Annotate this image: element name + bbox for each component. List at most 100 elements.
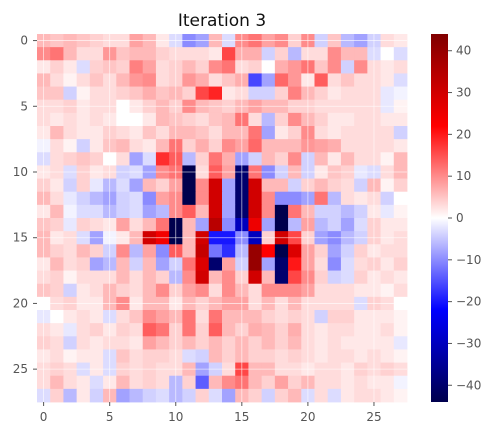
heatmap-cell: [195, 152, 210, 166]
heatmap-cell: [314, 60, 329, 74]
heatmap-cell: [50, 126, 64, 140]
heatmap-cell: [129, 388, 144, 403]
heatmap-cell: [50, 112, 64, 127]
heatmap-cell: [142, 244, 157, 258]
heatmap-cell: [314, 47, 329, 61]
heatmap-cell: [393, 349, 408, 363]
heatmap-cell: [89, 204, 104, 219]
heatmap-cell: [248, 244, 263, 258]
heatmap-cell: [393, 126, 408, 140]
colorbar-tick-label: 30: [456, 86, 471, 100]
heatmap-cell: [76, 257, 91, 271]
heatmap-cell: [195, 218, 210, 232]
heatmap-cell: [63, 60, 78, 74]
heatmap-cell: [182, 244, 196, 258]
heatmap-cell: [340, 336, 355, 350]
heatmap-cell: [327, 257, 342, 271]
heatmap-cell: [76, 310, 91, 324]
heatmap-cell: [354, 244, 368, 258]
heatmap-cell: [327, 152, 342, 166]
heatmap-cell: [288, 388, 302, 403]
heatmap-cell: [155, 112, 170, 127]
heatmap-cell: [222, 152, 236, 166]
heatmap-cell: [222, 310, 236, 324]
heatmap-cell: [155, 86, 170, 101]
heatmap-cell: [116, 375, 130, 390]
heatmap-cell: [208, 139, 223, 153]
heatmap-cell: [380, 323, 395, 337]
heatmap-cell: [340, 244, 355, 258]
heatmap-cell: [155, 47, 170, 61]
heatmap-cell: [274, 388, 289, 403]
heatmap-cell: [182, 323, 196, 337]
heatmap-cell: [274, 204, 289, 219]
heatmap-cell: [50, 204, 64, 219]
heatmap-cell: [142, 152, 157, 166]
heatmap-cell: [76, 60, 91, 74]
heatmap-cell: [182, 178, 196, 193]
heatmap-cell: [261, 126, 276, 140]
heatmap-cell: [76, 218, 91, 232]
heatmap-cell: [261, 204, 276, 219]
heatmap-cell: [222, 270, 236, 285]
heatmap-cell: [340, 112, 355, 127]
heatmap-cell: [76, 86, 91, 101]
colorbar-tick-label: 20: [456, 127, 471, 141]
heatmap-cell: [142, 388, 157, 403]
heatmap-cell: [314, 388, 329, 403]
y-tick-label: 10: [13, 165, 28, 179]
heatmap-cell: [314, 178, 329, 193]
heatmap-cell: [195, 257, 210, 271]
heatmap-cell: [380, 349, 395, 363]
heatmap-cell: [195, 310, 210, 324]
heatmap-cell: [288, 310, 302, 324]
heatmap-cell: [314, 257, 329, 271]
heatmap-cell: [314, 270, 329, 285]
heatmap-cell: [116, 191, 130, 206]
heatmap-cell: [222, 73, 236, 87]
heatmap-cell: [248, 178, 263, 193]
heatmap-cell: [182, 336, 196, 350]
heatmap-cell: [182, 86, 196, 101]
heatmap-cell: [274, 60, 289, 74]
heatmap-cell: [155, 191, 170, 206]
heatmap-cell: [261, 336, 276, 350]
heatmap-cell: [208, 323, 223, 337]
heatmap-cell: [380, 388, 395, 403]
heatmap-cell: [222, 112, 236, 127]
heatmap-cell: [182, 257, 196, 271]
y-tick-label: 5: [20, 99, 28, 113]
colorbar: [431, 34, 448, 402]
heatmap-cell: [195, 204, 210, 219]
heatmap-cell: [354, 218, 368, 232]
heatmap-cell: [393, 388, 408, 403]
heatmap-cell: [288, 139, 302, 153]
chart-title: Iteration 3: [178, 11, 266, 31]
heatmap-cell: [261, 257, 276, 271]
heatmap-cell: [63, 86, 78, 101]
heatmap-cell: [222, 375, 236, 390]
heatmap-cell: [380, 152, 395, 166]
heatmap-cell: [248, 73, 263, 87]
heatmap-cell: [76, 283, 91, 298]
heatmap-cell: [261, 283, 276, 298]
heatmap-cell: [314, 218, 329, 232]
heatmap-cell: [354, 270, 368, 285]
heatmap-cell: [182, 73, 196, 87]
heatmap-cell: [89, 112, 104, 127]
heatmap-cell: [182, 270, 196, 285]
heatmap-cell: [50, 283, 64, 298]
heatmap-cell: [129, 139, 144, 153]
heatmap-cell: [142, 139, 157, 153]
heatmap-cell: [261, 310, 276, 324]
heatmap-cell: [354, 283, 368, 298]
heatmap-cell: [50, 218, 64, 232]
heatmap-cell: [208, 126, 223, 140]
heatmap-cell: [116, 388, 130, 403]
heatmap-cell: [393, 323, 408, 337]
heatmap-cell: [327, 139, 342, 153]
heatmap-cell: [76, 204, 91, 219]
heatmap-cell: [222, 244, 236, 258]
heatmap-cell: [195, 112, 210, 127]
heatmap-cell: [248, 139, 263, 153]
